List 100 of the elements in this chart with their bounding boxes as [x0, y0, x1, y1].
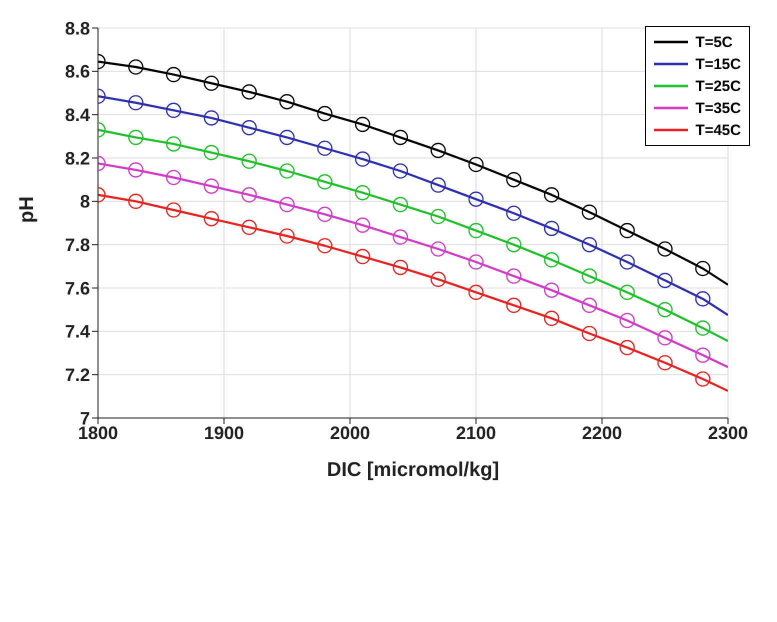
point — [392, 163, 408, 179]
x-tick-label: 2300 — [708, 422, 748, 443]
y-tick-label: 8.4 — [64, 105, 90, 126]
point — [430, 241, 446, 257]
point — [166, 170, 182, 186]
point — [317, 140, 332, 156]
point — [695, 320, 710, 336]
point — [242, 84, 257, 100]
point — [544, 252, 560, 268]
point — [620, 312, 635, 328]
point — [354, 151, 370, 167]
point — [317, 174, 332, 190]
x-tick-label: 2000 — [330, 422, 370, 443]
x-axis-title: DIC [micromol/kg] — [326, 459, 500, 481]
point — [468, 156, 484, 172]
point — [430, 208, 446, 224]
point — [506, 237, 522, 252]
y-tick-label: 7.6 — [64, 278, 90, 298]
point — [128, 162, 144, 178]
point — [279, 196, 295, 212]
y-tick-label: 8.2 — [64, 148, 90, 168]
point — [468, 254, 484, 270]
point — [279, 94, 295, 110]
point — [468, 284, 484, 300]
point — [544, 282, 560, 298]
legend-label: T=45C — [696, 122, 741, 138]
point — [317, 238, 332, 254]
point — [166, 66, 182, 82]
point — [166, 202, 182, 218]
point — [128, 194, 144, 209]
point — [620, 284, 635, 300]
point — [468, 192, 484, 207]
point — [128, 59, 144, 75]
point — [279, 228, 295, 244]
point — [657, 302, 673, 318]
point — [204, 211, 220, 226]
point — [695, 260, 710, 276]
point — [544, 187, 560, 202]
point — [544, 310, 560, 326]
point — [354, 248, 370, 264]
point — [506, 268, 522, 284]
point — [354, 218, 370, 233]
point — [430, 272, 446, 287]
legend-label: T=5C — [696, 34, 733, 50]
point — [468, 222, 484, 238]
point — [620, 222, 635, 238]
point — [392, 196, 408, 212]
point — [695, 371, 710, 387]
point — [354, 185, 370, 200]
point — [695, 291, 710, 306]
point — [204, 76, 220, 91]
point — [544, 220, 560, 236]
y-tick-label: 7.8 — [64, 235, 90, 256]
point — [392, 229, 408, 245]
point — [242, 154, 257, 169]
point — [317, 106, 332, 122]
point — [279, 130, 295, 146]
y-tick-label: 8.8 — [64, 18, 90, 38]
point — [620, 340, 635, 356]
point — [166, 102, 182, 118]
y-tick-label: 8.6 — [64, 62, 90, 82]
point — [582, 204, 598, 220]
point — [657, 241, 673, 257]
x-tick-label: 2100 — [456, 422, 496, 443]
point — [242, 187, 257, 202]
point — [204, 110, 220, 126]
point — [354, 116, 370, 132]
point — [582, 237, 598, 252]
point — [204, 144, 220, 160]
legend-label: T=25C — [696, 78, 741, 94]
point — [582, 298, 598, 313]
point — [128, 95, 144, 110]
point — [392, 260, 408, 276]
point — [317, 206, 332, 222]
y-tick-label: 7.4 — [64, 322, 90, 342]
point — [242, 120, 257, 136]
point — [657, 355, 673, 370]
point — [204, 178, 220, 194]
legend-label: T=15C — [696, 56, 741, 72]
y-tick-label: 8 — [80, 192, 90, 212]
point — [582, 326, 598, 342]
y-tick-label: 7.2 — [64, 365, 90, 386]
point — [392, 130, 408, 146]
point — [657, 330, 673, 346]
point — [166, 136, 182, 152]
x-tick-label: 1900 — [204, 422, 244, 443]
point — [430, 142, 446, 158]
point — [242, 220, 257, 235]
point — [128, 130, 144, 146]
point — [279, 163, 295, 179]
point — [620, 254, 635, 270]
legend-label: T=35C — [696, 100, 741, 116]
point — [506, 172, 522, 188]
point — [430, 177, 446, 193]
point — [506, 298, 522, 313]
y-axis-title: pH — [16, 196, 38, 223]
point — [582, 268, 598, 284]
point — [695, 348, 710, 363]
point — [506, 206, 522, 221]
x-tick-label: 2200 — [582, 422, 622, 443]
